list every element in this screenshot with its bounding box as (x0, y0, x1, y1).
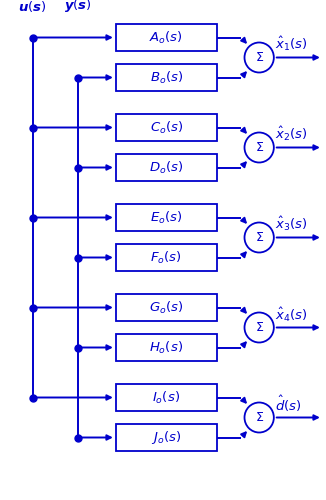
Bar (116, 154, 217, 181)
Text: $\mathit{G}_o(s)$: $\mathit{G}_o(s)$ (149, 300, 184, 316)
Text: $\hat{d}(s)$: $\hat{d}(s)$ (275, 394, 302, 413)
Bar (116, 24, 217, 51)
Ellipse shape (244, 312, 274, 342)
Text: $\boldsymbol{y}(\boldsymbol{s})$: $\boldsymbol{y}(\boldsymbol{s})$ (65, 0, 92, 14)
Text: $\Sigma$: $\Sigma$ (255, 51, 264, 64)
Text: $\hat{x}_3(s)$: $\hat{x}_3(s)$ (275, 216, 308, 234)
Text: $\Sigma$: $\Sigma$ (255, 411, 264, 424)
Text: $\mathit{J}_o(s)$: $\mathit{J}_o(s)$ (151, 429, 181, 446)
Text: $\boldsymbol{u}(\boldsymbol{s})$: $\boldsymbol{u}(\boldsymbol{s})$ (18, 0, 47, 14)
Bar (116, 384, 217, 411)
Bar (116, 114, 217, 141)
Text: $\mathit{B}_o(s)$: $\mathit{B}_o(s)$ (150, 70, 183, 86)
Text: $\mathit{C}_o(s)$: $\mathit{C}_o(s)$ (150, 120, 183, 136)
Text: $\Sigma$: $\Sigma$ (255, 231, 264, 244)
Text: $\mathit{I}_o(s)$: $\mathit{I}_o(s)$ (152, 390, 180, 406)
Text: $\mathit{E}_o(s)$: $\mathit{E}_o(s)$ (150, 210, 183, 226)
Bar (116, 64, 217, 91)
Text: $\Sigma$: $\Sigma$ (255, 321, 264, 334)
Bar (116, 204, 217, 231)
Text: $\mathit{H}_o(s)$: $\mathit{H}_o(s)$ (149, 340, 183, 355)
Bar (116, 424, 217, 451)
Bar (116, 294, 217, 322)
Text: $\hat{x}_2(s)$: $\hat{x}_2(s)$ (275, 126, 308, 144)
Text: $\Sigma$: $\Sigma$ (255, 141, 264, 154)
Text: $\hat{x}_1(s)$: $\hat{x}_1(s)$ (275, 36, 308, 54)
Ellipse shape (244, 132, 274, 162)
Text: $\hat{x}_4(s)$: $\hat{x}_4(s)$ (275, 306, 308, 324)
Ellipse shape (244, 222, 274, 252)
Text: $\mathit{D}_o(s)$: $\mathit{D}_o(s)$ (149, 160, 184, 176)
Text: $\mathit{A}_o(s)$: $\mathit{A}_o(s)$ (149, 30, 183, 46)
Ellipse shape (244, 402, 274, 432)
Bar (116, 334, 217, 361)
Text: $\mathit{F}_o(s)$: $\mathit{F}_o(s)$ (150, 250, 182, 266)
Bar (116, 244, 217, 271)
Ellipse shape (244, 42, 274, 72)
